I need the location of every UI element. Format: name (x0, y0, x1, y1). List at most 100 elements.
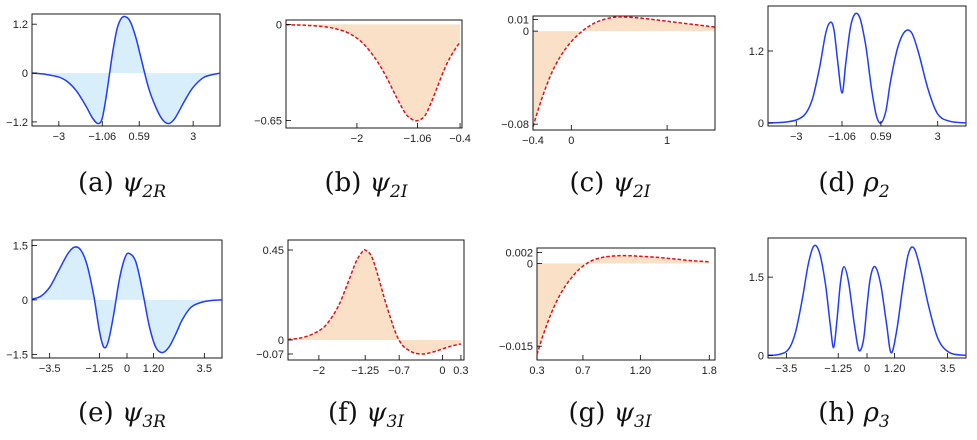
chart-g-ytick-label: 0 (527, 258, 533, 270)
caption-subscript: 2R (142, 182, 167, 202)
chart-d-xtick-label: −1.06 (828, 131, 856, 143)
caption-subscript: 3I (386, 412, 405, 432)
caption-letter: (b) (324, 168, 362, 198)
caption-letter: (e) (78, 398, 114, 428)
chart-h-frame (767, 237, 967, 359)
chart-c-ytick-label: −0.08 (501, 119, 529, 131)
caption-letter: (d) (818, 168, 856, 198)
chart-g-series-line (536, 254, 710, 355)
caption-symbol: ρ (863, 168, 879, 198)
chart-e-series-line (31, 246, 223, 354)
chart-a-frame (31, 13, 221, 127)
caption-letter: (f) (327, 398, 358, 428)
caption-symbol: ρ (863, 398, 879, 428)
chart-f-xtick-label: 0 (439, 365, 445, 377)
chart-f-xtick-label: −2 (313, 365, 326, 377)
chart-a-series-line (31, 15, 221, 125)
chart-e-ytick-label: −1.5 (6, 349, 28, 361)
chart-a-ytick-label: −1.2 (6, 117, 28, 129)
chart-h-caption: (h) ρ3 (732, 398, 976, 432)
chart-f-ytick-label: 0 (278, 335, 284, 347)
chart-d-frame (767, 5, 967, 127)
chart-f-xtick-label: 0.3 (453, 365, 468, 377)
chart-c-xtick-label: 0 (568, 135, 574, 147)
chart-h-xtick-label: 3.5 (940, 363, 955, 375)
chart-c-fill (533, 17, 715, 127)
caption-subscript: 2 (878, 182, 890, 202)
chart-a-ytick-label: 0 (22, 68, 28, 80)
chart-g-xtick-label: 1.20 (630, 365, 651, 377)
caption-subscript: 3R (142, 412, 166, 432)
chart-f-xtick-label: −0.7 (388, 365, 410, 377)
chart-d-series-line (767, 12, 967, 124)
chart-h-xtick-label: 0 (864, 363, 870, 375)
chart-d-ytick-label: 1.2 (749, 46, 764, 58)
chart-a-xtick-label: −3 (53, 131, 66, 143)
caption-symbol: ψ (122, 168, 143, 198)
chart-a-fill (32, 16, 220, 124)
chart-g-xtick-label: 0.3 (529, 365, 544, 377)
caption-letter: (a) (77, 168, 114, 198)
chart-g-frame (536, 247, 716, 361)
chart-f-caption: (f) ψ3I (244, 398, 488, 432)
chart-c-series-line (532, 16, 716, 127)
chart-a-xtick-label: −1.06 (88, 131, 116, 143)
chart-g-fill (537, 255, 710, 355)
chart-a-xtick-label: 3 (190, 131, 196, 143)
chart-e-ytick-label: 0 (22, 295, 28, 307)
chart-d-xtick-label: −3 (790, 131, 803, 143)
chart-a-ytick-label: 1.2 (13, 19, 28, 31)
chart-h-ytick-label: 1.5 (749, 272, 764, 284)
chart-e-xtick-label: 3.5 (197, 363, 212, 375)
chart-c-caption: (c) ψ2I (488, 168, 732, 202)
chart-d-xtick-label: 3 (935, 131, 941, 143)
chart-e-caption: (e) ψ3R (0, 398, 244, 432)
chart-g-xtick-label: 0.7 (575, 365, 590, 377)
chart-b-fill (286, 24, 461, 121)
chart-c-xtick-label: −0.4 (522, 135, 544, 147)
chart-d-xtick-label: 0.59 (870, 131, 891, 143)
chart-b-xtick-label: −2 (351, 133, 364, 145)
caption-letter: (c) (569, 168, 605, 198)
caption-letter: (h) (818, 398, 856, 428)
caption-subscript: 2I (390, 182, 408, 202)
caption-symbol: ψ (613, 398, 635, 428)
caption-letter: (g) (568, 398, 606, 428)
chart-f-fill (288, 250, 461, 354)
caption-subscript: 2I (632, 182, 651, 202)
caption-symbol: ψ (369, 168, 391, 198)
chart-b-ytick-label: 0 (276, 19, 282, 31)
chart-h-xtick-label: −3.5 (776, 363, 798, 375)
chart-a-caption: (a) ψ2R (0, 168, 244, 202)
chart-e-fill (32, 247, 222, 353)
chart-g-xtick-label: 1.8 (702, 365, 717, 377)
chart-c-xtick-label: 1 (664, 135, 670, 147)
chart-f-ytick-label: −0.07 (256, 349, 284, 361)
chart-g-ytick-label: 0.002 (505, 247, 533, 259)
chart-e-xtick-label: −1.25 (85, 363, 113, 375)
chart-e-xtick-label: 1.20 (143, 363, 164, 375)
chart-h-xtick-label: 1.20 (884, 363, 905, 375)
chart-g-caption: (g) ψ3I (488, 398, 732, 432)
chart-e-xtick-label: −3.5 (39, 363, 61, 375)
chart-d-caption: (d) ρ2 (732, 168, 976, 202)
chart-c-frame (532, 15, 716, 131)
chart-f-frame (287, 239, 465, 361)
chart-a-xtick-label: 0.59 (128, 131, 149, 143)
caption-subscript: 3I (634, 412, 652, 432)
chart-b-frame (285, 19, 463, 129)
chart-f-series-line (287, 248, 462, 355)
chart-b-xtick-label: −0.4 (449, 133, 471, 145)
chart-g-ytick-label: −0.015 (499, 341, 533, 353)
chart-e-xtick-label: 0 (124, 363, 130, 375)
chart-h-xtick-label: −1.25 (824, 363, 852, 375)
caption-subscript: 3 (878, 412, 890, 432)
